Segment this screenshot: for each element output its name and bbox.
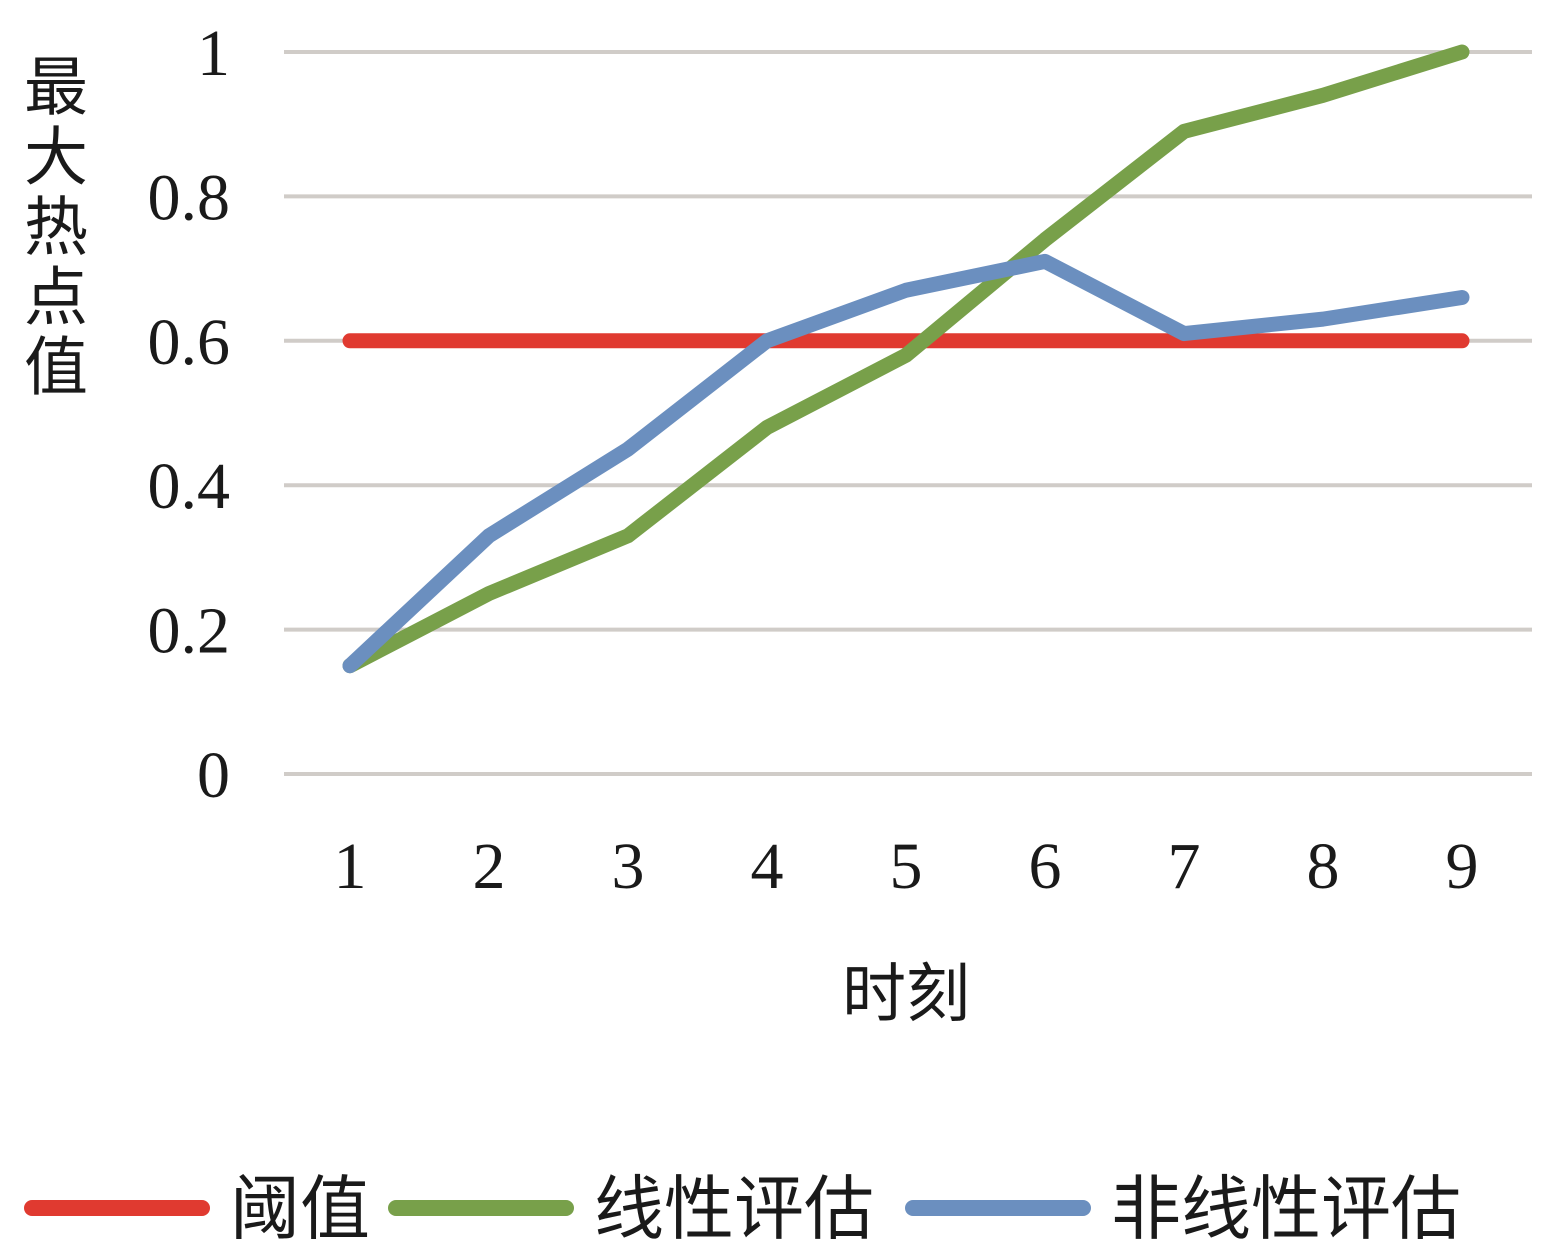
x-tick-label: 6 xyxy=(1029,830,1062,903)
y-tick-label: 0.8 xyxy=(148,161,231,234)
y-tick-label: 0.4 xyxy=(148,450,231,523)
series-line-2 xyxy=(342,253,1470,674)
grid-lines xyxy=(284,50,1532,776)
x-tick-label: 5 xyxy=(890,830,923,903)
legend-label: 阈值 xyxy=(230,1168,370,1250)
x-tick-label: 4 xyxy=(751,830,784,903)
y-tick-label: 1 xyxy=(197,17,230,90)
x-tick-label: 1 xyxy=(334,830,367,903)
y-axis-tick-labels: 0 0.2 0.4 0.6 0.8 1 xyxy=(148,17,231,812)
x-tick-label: 3 xyxy=(612,830,645,903)
x-tick-label: 2 xyxy=(473,830,506,903)
series-line-1 xyxy=(342,44,1470,674)
x-tick-label: 9 xyxy=(1446,830,1479,903)
y-tick-label: 0 xyxy=(197,739,230,812)
x-tick-label: 8 xyxy=(1307,830,1340,903)
x-tick-label: 7 xyxy=(1168,830,1201,903)
y-axis-title: 最大热点值 xyxy=(13,53,87,403)
y-tick-label: 0.6 xyxy=(148,306,231,379)
legend: 阈值 线性评估 非线性评估 xyxy=(24,1168,1461,1250)
y-tick-label: 0.2 xyxy=(148,595,231,668)
legend-label: 非线性评估 xyxy=(1111,1168,1461,1250)
series-lines xyxy=(342,44,1470,674)
legend-label: 线性评估 xyxy=(594,1168,874,1250)
x-axis-tick-labels: 1 2 3 4 5 6 7 8 9 xyxy=(334,830,1479,903)
x-axis-title: 时刻 xyxy=(842,958,970,1032)
